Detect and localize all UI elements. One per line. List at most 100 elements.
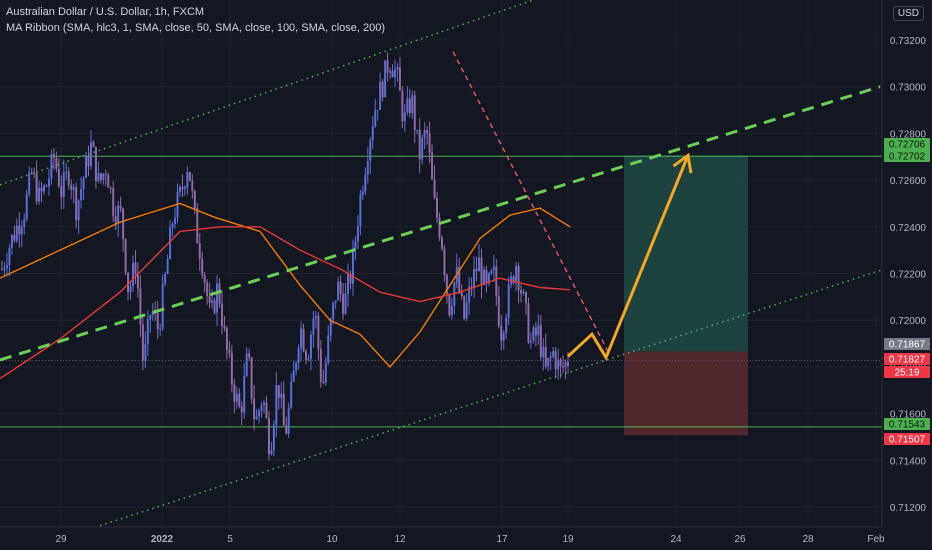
candle-body (131, 262, 134, 287)
candle-body (258, 410, 261, 417)
y-tick-label: 0.71400 (890, 456, 927, 467)
candle-body (532, 327, 535, 342)
candle-body (97, 173, 100, 182)
candle-body (208, 296, 211, 303)
candle-body (369, 140, 372, 162)
y-tick-label: 0.72400 (890, 223, 927, 234)
y-tick-label: 0.72600 (890, 176, 927, 187)
candle-body (260, 404, 263, 411)
price-badge (884, 338, 930, 350)
candle-body (94, 146, 97, 182)
candle-body (124, 239, 127, 273)
candle-body (418, 129, 421, 160)
candle-body (403, 112, 406, 122)
candle-body (440, 237, 443, 249)
candle-body (230, 353, 233, 385)
candle-body (45, 185, 48, 187)
price-badge-label: 0.71827 (889, 355, 926, 366)
x-tick-label: 10 (326, 534, 338, 545)
candle-body (198, 243, 201, 260)
x-tick-label: 5 (227, 534, 233, 545)
target-zone (624, 155, 748, 352)
candle-body (292, 370, 295, 382)
candle-body (537, 325, 540, 336)
candle-body (285, 425, 288, 434)
candle-body (445, 274, 448, 295)
candle-body (374, 110, 377, 127)
candle-body (99, 173, 102, 180)
candle-body (317, 315, 320, 349)
candle-body (354, 241, 357, 250)
candle-body (495, 266, 498, 297)
candle-body (255, 416, 258, 420)
candle-body (122, 208, 125, 240)
candle-body (480, 257, 483, 285)
candle-body (146, 319, 149, 345)
candle-body (347, 274, 350, 294)
candle-body (112, 187, 115, 217)
candle-body (109, 187, 112, 189)
candle-body (384, 60, 387, 98)
candle-body (5, 265, 8, 269)
candle-body (359, 194, 362, 227)
candle-body (23, 219, 26, 227)
x-tick-label: 17 (496, 534, 508, 545)
candle-body (240, 406, 243, 413)
candle-body (40, 187, 43, 192)
candle-body (228, 349, 231, 354)
x-tick-label: 19 (562, 534, 574, 545)
candle-body (436, 197, 439, 218)
candle-body (364, 174, 367, 192)
candle-body (408, 98, 411, 114)
candle-body (542, 346, 545, 358)
price-badge (884, 353, 930, 365)
candle-body (567, 361, 569, 366)
projection-arrow (566, 154, 690, 361)
y-tick-label: 0.72800 (890, 129, 927, 140)
candle-body (554, 351, 557, 370)
candle-body (549, 356, 552, 358)
x-tick-label: 24 (670, 534, 682, 545)
candle-body (448, 294, 451, 316)
candle-body (391, 71, 394, 78)
candle-body (505, 317, 508, 333)
candle-body (515, 265, 518, 283)
candle-body (89, 142, 92, 167)
candle-body (30, 172, 33, 174)
candle-body (547, 357, 550, 367)
candle-body (302, 328, 305, 352)
candle-body (406, 98, 409, 113)
candle-body (188, 171, 191, 181)
candle-body (300, 328, 303, 348)
candle-body (275, 385, 278, 425)
candle-body (50, 154, 53, 179)
channel-midline-dashed (0, 85, 881, 362)
candle-body (129, 286, 132, 292)
candle-body (277, 385, 280, 398)
candle-body (322, 381, 325, 383)
candle-body (186, 171, 189, 188)
candle-body (416, 129, 419, 131)
candle-body (267, 417, 270, 455)
candle-body (183, 187, 186, 190)
candle-body (253, 398, 256, 420)
currency-button[interactable]: USD (892, 6, 924, 21)
candle-body (522, 292, 525, 294)
candle-body (295, 362, 298, 371)
candle-body (104, 173, 107, 175)
candle-body (443, 248, 446, 275)
candle-body (10, 234, 13, 249)
channel-dotted-line (99, 268, 886, 527)
candle-body (67, 171, 70, 185)
candle-body (401, 90, 404, 122)
candle-body (60, 186, 63, 197)
candle-body (35, 173, 38, 202)
candle-body (376, 109, 379, 111)
candle-body (119, 205, 122, 209)
candle-body (164, 273, 167, 284)
candle-body (539, 325, 542, 358)
candle-body (65, 171, 68, 173)
candle-body (33, 172, 36, 174)
candle-body (423, 129, 426, 138)
